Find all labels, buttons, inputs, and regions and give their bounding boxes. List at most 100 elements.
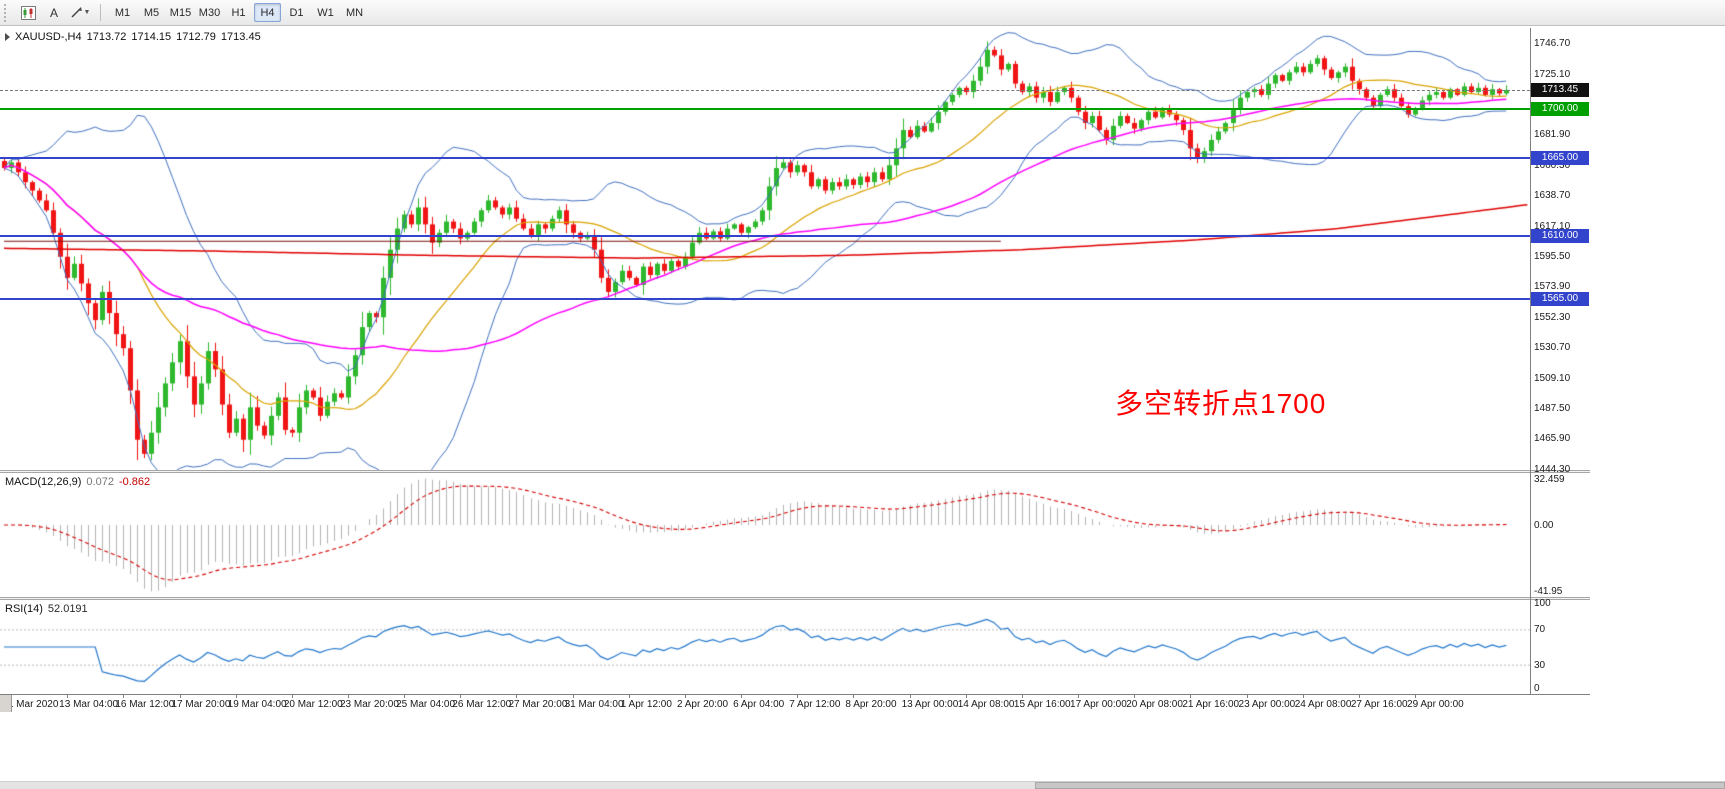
time-axis-tick [685, 695, 686, 698]
time-axis[interactable]: 11 Mar 2020 13 Mar 04:00 16 Mar 12:00 17 Ma… [0, 694, 1590, 712]
time-axis-tick [1190, 695, 1191, 698]
ohlc-high: 1714.15 [131, 31, 172, 43]
time-axis-label: 20 Mar 12:00 [283, 699, 343, 710]
price-axis-tick: 1725.10 [1534, 68, 1571, 80]
panel-divider[interactable] [0, 470, 1590, 473]
ohlc-close: 1713.45 [220, 31, 261, 43]
macd-main-value: 0.072 [86, 476, 114, 488]
time-axis-label: 13 Mar 04:00 [59, 699, 119, 710]
rsi-panel-canvas[interactable] [0, 600, 1530, 694]
time-axis-label: 24 Apr 08:00 [1294, 699, 1352, 710]
time-axis-tick [123, 695, 124, 698]
time-axis-label: 29 Apr 00:00 [1407, 699, 1464, 710]
timeframe-button-mn[interactable]: MN [345, 6, 364, 19]
symbol-info-bar: XAUUSD-,H4 1713.72 1714.15 1712.79 1713.… [5, 31, 266, 43]
macd-signal-value: -0.862 [118, 476, 151, 488]
price-axis-tick: 1595.50 [1534, 251, 1571, 263]
time-axis-label: 6 Apr 04:00 [733, 699, 785, 710]
time-axis-tick [1359, 695, 1360, 698]
time-axis-tick [741, 695, 742, 698]
time-axis-tick [1303, 695, 1304, 698]
price-line-label[interactable]: 1700.00 [1531, 101, 1589, 116]
time-axis-label: 21 Apr 16:00 [1182, 699, 1240, 710]
chart-annotation-text[interactable]: 多空转折点1700 [1115, 388, 1327, 419]
current-price-line [0, 90, 1530, 91]
symbol-period-label: XAUUSD-,H4 [15, 31, 82, 43]
rsi-axis-0: 0 [1534, 683, 1540, 694]
horizontal-line-object[interactable] [0, 157, 1530, 160]
macd-panel-canvas[interactable] [0, 473, 1530, 597]
price-axis-tick: 1638.70 [1534, 190, 1571, 202]
price-axis-tick: 1465.90 [1534, 433, 1571, 445]
rsi-axis-70: 70 [1534, 624, 1546, 636]
time-axis-tick [67, 695, 68, 698]
time-axis-tick [404, 695, 405, 698]
time-axis-label: 23 Mar 20:00 [339, 699, 399, 710]
candlestick-glyph [20, 5, 36, 20]
time-axis-label: 25 Mar 04:00 [396, 699, 456, 710]
price-axis-tick: 1444.30 [1534, 463, 1571, 475]
time-axis-label: 17 Apr 00:00 [1070, 699, 1127, 710]
horizontal-line-object[interactable] [0, 234, 1530, 237]
macd-axis-min: -41.95 [1534, 586, 1563, 597]
time-axis-label: 19 Mar 04:00 [227, 699, 287, 710]
time-axis-tick [516, 695, 517, 698]
timeframe-button-group: M1 M5 M15 M30 H1 H4 D1 W1 MN [108, 3, 369, 22]
time-axis-tick [853, 695, 854, 698]
time-axis-label: 26 Mar 12:00 [452, 699, 512, 710]
time-axis-tick [236, 695, 237, 698]
time-axis-label: 8 Apr 20:00 [845, 699, 897, 710]
timeframe-button-m5[interactable]: M5 [143, 6, 160, 19]
toolbar-separator [100, 4, 101, 21]
time-axis-tick [1022, 695, 1023, 698]
price-axis-tick: 1487.50 [1534, 403, 1571, 415]
horizontal-scrollbar[interactable] [0, 781, 1725, 789]
price-axis-border [1530, 28, 1531, 694]
macd-indicator-label: MACD(12,26,9) 0.072 -0.862 [5, 476, 150, 488]
time-axis-tick [966, 695, 967, 698]
time-axis-tick [348, 695, 349, 698]
timeframe-button-h4[interactable]: H4 [254, 3, 281, 22]
time-axis-label: 14 Apr 08:00 [957, 699, 1015, 710]
timeframe-button-m30[interactable]: M30 [198, 6, 221, 19]
time-axis-tick [797, 695, 798, 698]
rsi-name: RSI(14) [5, 603, 43, 615]
line-tool-button[interactable]: ▼ [68, 3, 92, 23]
scrollbar-thumb[interactable] [1035, 782, 1725, 789]
price-chart-canvas[interactable] [0, 28, 1530, 470]
time-axis-tick [460, 695, 461, 698]
time-axis-label: 27 Apr 16:00 [1350, 699, 1408, 710]
price-axis-tick: 1552.30 [1534, 311, 1571, 323]
timeframe-button-m1[interactable]: M1 [114, 6, 131, 19]
one-click-trading-toggle[interactable] [5, 33, 10, 41]
time-axis-tick [573, 695, 574, 698]
horizontal-line-object[interactable] [0, 297, 1530, 300]
current-price-label: 1713.45 [1531, 83, 1589, 97]
price-axis-tick: 1660.30 [1534, 159, 1571, 171]
time-axis-tick [1247, 695, 1248, 698]
price-line-label[interactable]: 1610.00 [1531, 228, 1589, 243]
panel-divider[interactable] [0, 597, 1590, 600]
time-axis-label: 11 Mar 2020 [3, 699, 59, 710]
macd-name: MACD(12,26,9) [5, 476, 82, 488]
price-axis-tick: 1509.10 [1534, 372, 1571, 384]
price-line-label[interactable]: 1565.00 [1531, 291, 1589, 306]
time-axis-label: 31 Mar 04:00 [564, 699, 624, 710]
timeframe-button-d1[interactable]: D1 [289, 6, 304, 19]
timeframe-button-h1[interactable]: H1 [231, 6, 246, 19]
new-chart-icon[interactable] [16, 3, 40, 23]
toolbar: A ▼ M1 M5 M15 M30 H1 H4 D1 W1 MN [0, 0, 1725, 26]
time-axis-label: 27 Mar 20:00 [508, 699, 568, 710]
horizontal-line-object[interactable] [0, 107, 1530, 110]
time-axis-label: 1 Apr 12:00 [620, 699, 672, 710]
timeframe-button-m15[interactable]: M15 [169, 6, 192, 19]
price-axis-tick: 1530.70 [1534, 342, 1571, 354]
price-line-label[interactable]: 1665.00 [1531, 151, 1589, 166]
text-tool-button[interactable]: A [49, 5, 58, 20]
timeframe-button-w1[interactable]: W1 [317, 6, 334, 19]
time-axis-label: 15 Apr 16:00 [1013, 699, 1071, 710]
time-axis-label: 2 Apr 20:00 [676, 699, 729, 710]
time-axis-label: 13 Apr 00:00 [901, 699, 959, 710]
toolbar-grip[interactable] [4, 3, 10, 22]
